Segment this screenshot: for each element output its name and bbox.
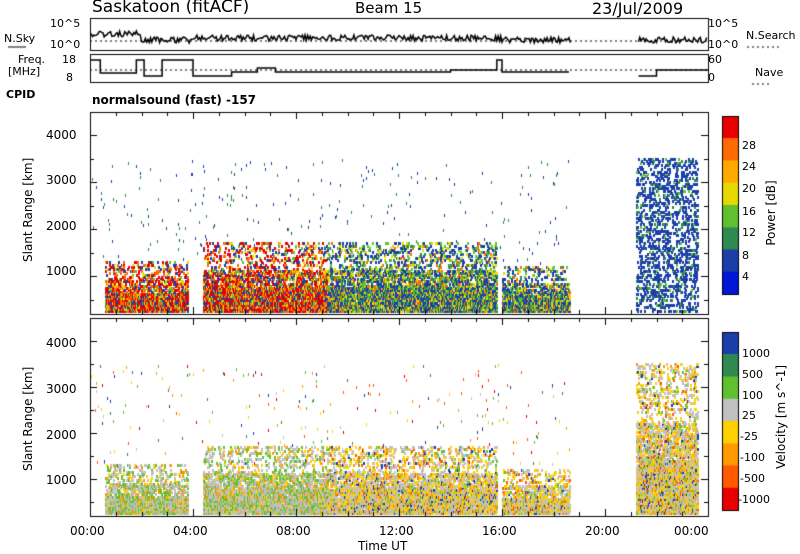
noise-right-tick-low: 10^0 <box>708 38 739 51</box>
power-cb-tick-4: 4 <box>742 270 749 283</box>
power-cb-tick-20: 20 <box>742 182 756 195</box>
x-tick-1200: 12:00 <box>379 524 414 538</box>
date-title: 23/Jul/2009 <box>592 0 684 18</box>
freq-label: Freq. <box>18 53 46 66</box>
velocity-y-label: Slant Range [km] <box>21 366 35 471</box>
cpid-label: CPID <box>6 88 36 101</box>
velocity-cb-tick-neg500: -500 <box>740 472 765 485</box>
power-cb-tick-8: 8 <box>742 249 749 262</box>
power-cb-tick-12: 12 <box>742 226 756 239</box>
velocity-cb-tick-1000: 1000 <box>742 347 770 360</box>
velocity-y-tick-2000: 2000 <box>46 428 77 442</box>
freq-tick-low: 8 <box>66 71 73 84</box>
noise-left-tick-low: 10^0 <box>50 38 81 51</box>
power-y-label: Slant Range [km] <box>21 157 35 262</box>
velocity-cb-tick-neg100: -100 <box>740 451 765 464</box>
x-tick-0000: 00:00 <box>70 524 105 538</box>
power-y-tick-1000: 1000 <box>46 264 77 278</box>
velocity-cb-tick-neg1000: -1000 <box>738 493 770 506</box>
velocity-cb-tick-500: 500 <box>742 368 763 381</box>
x-tick-0400: 04:00 <box>173 524 208 538</box>
x-tick-2400: 00:00 <box>674 524 709 538</box>
x-tick-0800: 08:00 <box>276 524 311 538</box>
beam-title: Beam 15 <box>355 0 423 17</box>
noise-right-tick-high: 10^5 <box>708 17 739 30</box>
velocity-cb-tick-25: 25 <box>742 409 756 422</box>
nave-tick-high: 60 <box>708 53 722 66</box>
nsearch-label: N.Search <box>746 29 796 42</box>
power-cb-tick-24: 24 <box>742 160 756 173</box>
freq-tick-high: 18 <box>62 53 76 66</box>
cpid-program: normalsound (fast) -157 <box>92 93 257 107</box>
power-y-tick-2000: 2000 <box>46 219 77 233</box>
noise-left-tick-high: 10^5 <box>50 17 81 30</box>
power-cb-tick-16: 16 <box>742 205 756 218</box>
x-tick-2000: 20:00 <box>585 524 620 538</box>
nave-label: Nave <box>755 66 784 79</box>
velocity-y-tick-4000: 4000 <box>46 336 77 350</box>
velocity-y-tick-1000: 1000 <box>46 473 77 487</box>
velocity-cb-tick-100: 100 <box>742 389 763 402</box>
nave-tick-low: 0 <box>708 71 715 84</box>
power-cb-label: Power [dB] <box>764 180 778 246</box>
nsky-label: N.Sky <box>4 32 36 45</box>
velocity-y-tick-3000: 3000 <box>46 382 77 396</box>
power-y-tick-3000: 3000 <box>46 173 77 187</box>
x-axis-label: Time UT <box>358 539 408 553</box>
velocity-cb-label: Velocity [m s^-1] <box>774 364 788 470</box>
power-cb-tick-28: 28 <box>742 139 756 152</box>
x-tick-1600: 16:00 <box>482 524 517 538</box>
station-title: Saskatoon (fitACF) <box>92 0 250 17</box>
power-y-tick-4000: 4000 <box>46 128 77 142</box>
freq-unit-label: [MHz] <box>8 65 41 78</box>
velocity-cb-tick-neg25: -25 <box>740 430 758 443</box>
